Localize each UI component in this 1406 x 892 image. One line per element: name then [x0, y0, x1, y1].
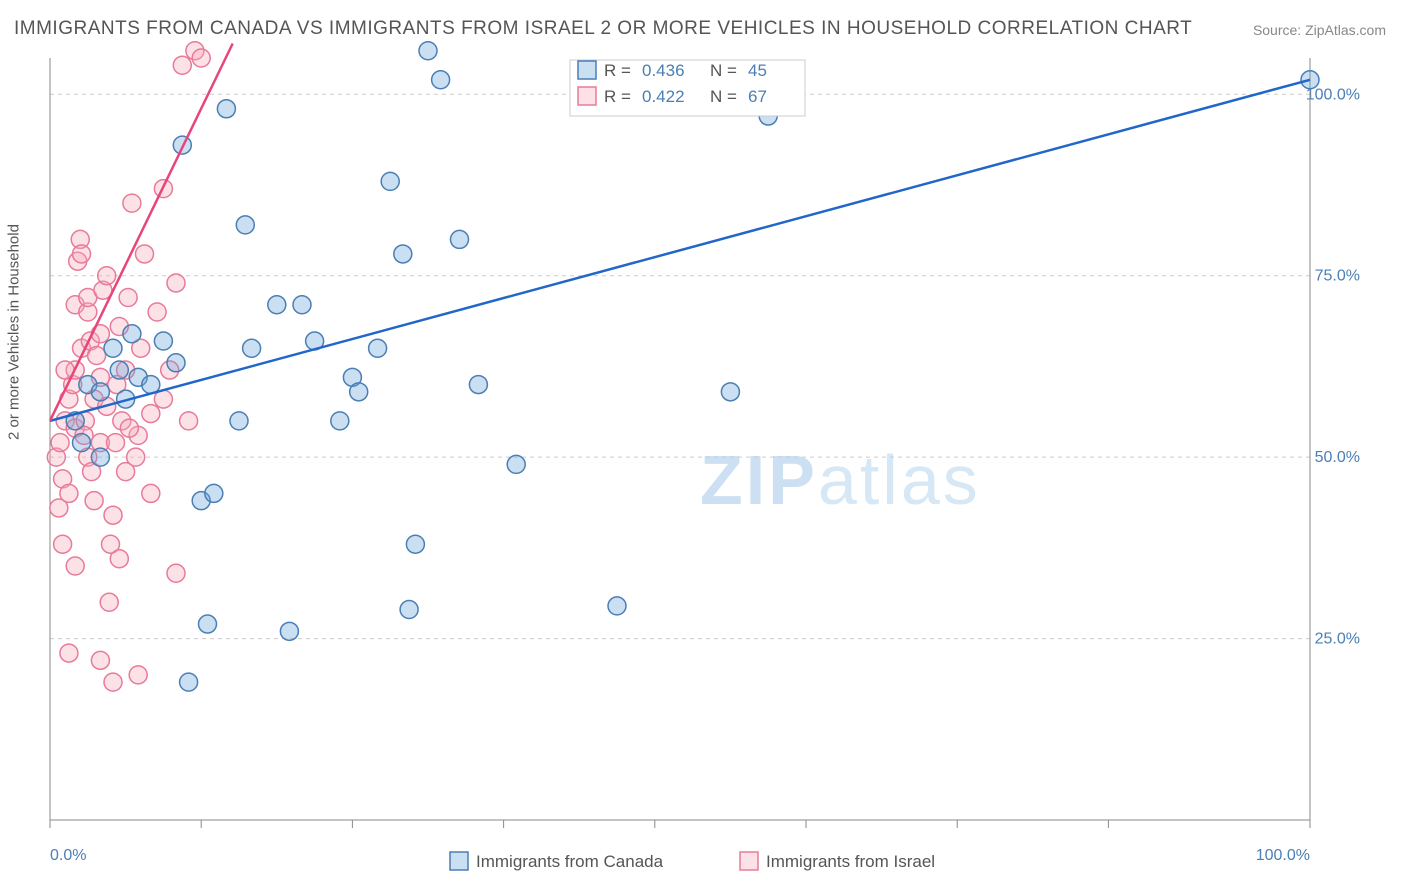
scatter-point — [88, 347, 106, 365]
scatter-point — [432, 71, 450, 89]
scatter-point — [123, 194, 141, 212]
scatter-point — [100, 593, 118, 611]
scatter-point — [127, 448, 145, 466]
scatter-point — [91, 383, 109, 401]
scatter-point — [101, 535, 119, 553]
scatter-point — [123, 325, 141, 343]
scatter-point — [608, 597, 626, 615]
svg-text:100.0%: 100.0% — [1306, 86, 1360, 103]
scatter-point — [136, 245, 154, 263]
scatter-point — [98, 267, 116, 285]
svg-text:50.0%: 50.0% — [1315, 449, 1360, 466]
scatter-point — [54, 535, 72, 553]
scatter-point — [230, 412, 248, 430]
scatter-point — [73, 434, 91, 452]
scatter-point — [50, 499, 68, 517]
svg-text:45: 45 — [748, 61, 767, 80]
scatter-point — [73, 245, 91, 263]
legend-label: Immigrants from Canada — [476, 852, 664, 871]
scatter-point — [129, 666, 147, 684]
scatter-point — [192, 49, 210, 67]
scatter-point — [51, 434, 69, 452]
scatter-point — [110, 361, 128, 379]
scatter-point — [60, 644, 78, 662]
scatter-point — [173, 56, 191, 74]
scatter-point — [85, 492, 103, 510]
legend-swatch — [740, 852, 758, 870]
correlation-scatter-chart: 25.0% 50.0% 75.0% 100.0% 0.0% 100.0% R = 0.436 N… — [0, 0, 1406, 892]
scatter-point — [104, 506, 122, 524]
svg-text:N =: N = — [710, 61, 737, 80]
scatter-point — [243, 339, 261, 357]
scatter-point — [369, 339, 387, 357]
scatter-point — [180, 673, 198, 691]
scatter-point — [167, 274, 185, 292]
svg-text:0.436: 0.436 — [642, 61, 685, 80]
legend-label: Immigrants from Israel — [766, 852, 935, 871]
scatter-point — [167, 564, 185, 582]
scatter-point — [217, 100, 235, 118]
svg-text:R =: R = — [604, 61, 631, 80]
scatter-point — [104, 673, 122, 691]
scatter-point — [91, 448, 109, 466]
svg-text:R =: R = — [604, 87, 631, 106]
scatter-point — [236, 216, 254, 234]
scatter-point — [91, 651, 109, 669]
scatter-point — [350, 383, 368, 401]
scatter-point — [120, 419, 138, 437]
trend-line — [50, 80, 1310, 421]
svg-text:N =: N = — [710, 87, 737, 106]
svg-text:0.422: 0.422 — [642, 87, 685, 106]
scatter-point — [507, 455, 525, 473]
scatter-point — [199, 615, 217, 633]
scatter-point — [148, 303, 166, 321]
scatter-point — [205, 484, 223, 502]
legend-swatch — [450, 852, 468, 870]
scatter-point — [268, 296, 286, 314]
scatter-point — [381, 172, 399, 190]
scatter-point — [154, 332, 172, 350]
scatter-point — [721, 383, 739, 401]
scatter-point — [107, 434, 125, 452]
svg-text:67: 67 — [748, 87, 767, 106]
scatter-point — [66, 557, 84, 575]
svg-text:25.0%: 25.0% — [1315, 631, 1360, 648]
svg-text:75.0%: 75.0% — [1315, 268, 1360, 285]
scatter-point — [142, 405, 160, 423]
scatter-point — [469, 376, 487, 394]
scatter-point — [142, 484, 160, 502]
svg-text:0.0%: 0.0% — [50, 847, 86, 864]
scatter-point — [180, 412, 198, 430]
scatter-point — [119, 288, 137, 306]
scatter-point — [394, 245, 412, 263]
scatter-point — [104, 339, 122, 357]
scatter-point — [293, 296, 311, 314]
scatter-point — [331, 412, 349, 430]
scatter-point — [400, 601, 418, 619]
scatter-point — [167, 354, 185, 372]
scatter-point — [280, 622, 298, 640]
svg-text:100.0%: 100.0% — [1256, 847, 1310, 864]
scatter-point — [419, 42, 437, 60]
scatter-point — [451, 230, 469, 248]
scatter-point — [406, 535, 424, 553]
